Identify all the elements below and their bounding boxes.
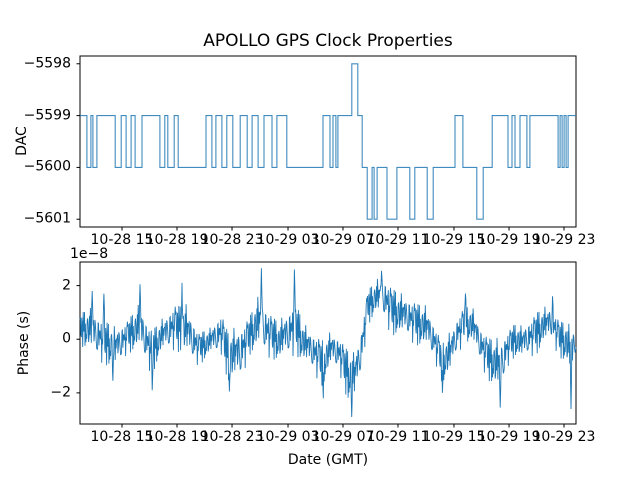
y-axis-offset-text: 1e−8: [70, 246, 109, 262]
y-tick-label-bottom: −2: [50, 384, 71, 401]
y-tick-label-bottom: 2: [62, 277, 71, 294]
x-tick-label-top: 10-29 03: [256, 232, 320, 248]
y-tick-label-bottom: 0: [62, 330, 71, 347]
x-axis-label: Date (GMT): [287, 452, 369, 468]
top-y-axis-label: DAC: [14, 126, 30, 156]
x-tick-label-bottom: 10-29 15: [422, 429, 486, 445]
y-tick-label-top: −5600: [23, 158, 71, 175]
x-tick-label-bottom: 10-29 11: [366, 429, 430, 445]
x-tick-label-top: 10-28 19: [145, 232, 209, 248]
x-tick-label-top: 10-29 15: [422, 232, 486, 248]
x-tick-label-top: 10-29 11: [366, 232, 430, 248]
figure-title: APOLLO GPS Clock Properties: [203, 31, 453, 51]
axes-frame-bottom: [79, 261, 577, 425]
dac-step-line: [80, 63, 576, 220]
x-tick-label-top: 10-28 15: [90, 232, 154, 248]
y-tick-label-top: −5599: [23, 107, 71, 124]
x-tick-label-bottom: 10-29 07: [311, 429, 375, 445]
x-tick-label-bottom: 10-28 19: [145, 429, 209, 445]
x-tick-label-top: 10-28 23: [200, 232, 264, 248]
phase-noise-line: [79, 268, 577, 418]
x-tick-label-top: 10-29 19: [477, 232, 541, 248]
x-tick-label-top: 10-29 23: [532, 232, 596, 248]
axes-frame-top: [79, 55, 577, 228]
x-tick-label-bottom: 10-29 23: [532, 429, 596, 445]
x-tick-label-bottom: 10-29 19: [477, 429, 541, 445]
x-tick-label-top: 10-29 07: [311, 232, 375, 248]
x-tick-label-bottom: 10-28 15: [90, 429, 154, 445]
y-tick-label-top: −5601: [23, 210, 71, 227]
y-tick-label-top: −5598: [23, 55, 71, 72]
x-tick-label-bottom: 10-28 23: [200, 429, 264, 445]
x-tick-label-bottom: 10-29 03: [256, 429, 320, 445]
